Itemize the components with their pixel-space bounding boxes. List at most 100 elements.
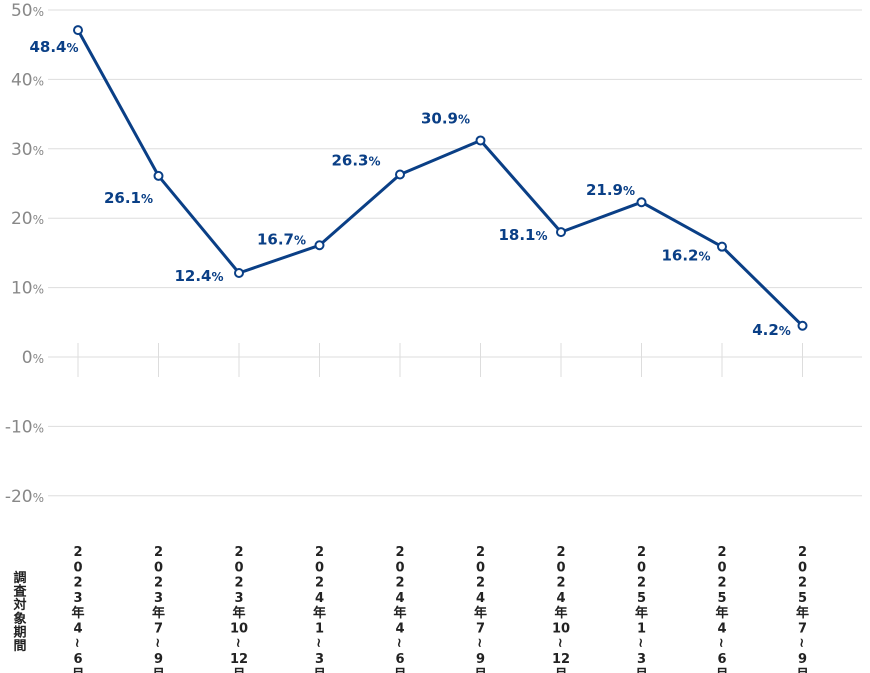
x-category-char: 年 [474, 605, 487, 621]
x-category-char: 4 [395, 622, 404, 637]
x-category-char: ~ [472, 637, 487, 648]
x-category-char: 年 [313, 605, 326, 621]
x-category-char: 2 [476, 545, 485, 560]
x-category-char: 6 [717, 652, 726, 667]
x-category-char: ~ [794, 637, 809, 648]
data-point [73, 25, 83, 36]
x-category-char: 9 [798, 652, 807, 667]
x-category-char: 6 [73, 652, 82, 667]
x-category-char: ~ [391, 637, 406, 648]
x-category-char: 年 [152, 605, 165, 621]
data-label: 30.9% [421, 109, 470, 127]
x-category-char: 0 [315, 560, 324, 575]
x-category-char: 0 [234, 560, 243, 575]
data-point [797, 320, 808, 331]
data-label: 16.7% [257, 230, 306, 248]
gridlines [48, 9, 862, 497]
x-category-char: 5 [717, 591, 726, 606]
x-category-char: ~ [311, 637, 326, 648]
x-category-char: 年 [232, 605, 245, 621]
x-category-char: 年 [554, 605, 567, 621]
x-category-char: 5 [637, 591, 646, 606]
x-category-char: 2 [717, 545, 726, 560]
data-label: 26.3% [331, 151, 380, 169]
x-category-char: 月 [634, 667, 648, 673]
x-axis-title-char: 期 [13, 625, 26, 640]
x-category-char: 0 [717, 560, 726, 575]
x-category-char: 2 [717, 576, 726, 591]
x-category-char: ~ [713, 637, 728, 648]
x-category-char: 月 [553, 667, 567, 673]
data-point [717, 241, 727, 252]
x-category-char: 2 [556, 545, 565, 560]
x-category-char: 0 [637, 560, 646, 575]
x-axis-title-char: 対 [12, 597, 26, 613]
x-axis-title-char: 調 [13, 570, 26, 586]
x-category-char: 2 [73, 576, 82, 591]
x-category-char: 12 [552, 652, 570, 667]
data-label: 21.9% [586, 181, 635, 199]
x-axis-title-char: 間 [13, 639, 26, 654]
x-category-char: 2 [234, 545, 243, 560]
data-point [234, 268, 244, 279]
y-tick-label: 0% [22, 348, 44, 368]
x-category-char: 2 [234, 576, 243, 591]
y-axis: 50% 40% 30% 20% 10% 0% -10% -20% [5, 1, 44, 507]
x-category-char: 2 [154, 576, 163, 591]
y-tick-label: 10% [11, 279, 44, 299]
x-category-char: 2 [395, 576, 404, 591]
x-category-char: 2 [154, 545, 163, 560]
x-category-char: 月 [70, 667, 84, 673]
x-category-char: 4 [476, 591, 485, 606]
x-category-char: 4 [717, 622, 726, 637]
x-category-char: 3 [315, 652, 324, 667]
x-category-char: 月 [151, 667, 165, 673]
x-category-char: 9 [154, 652, 163, 667]
x-category-char: 0 [556, 560, 565, 575]
x-category-char: 3 [234, 591, 243, 606]
x-category-char: ~ [69, 637, 84, 648]
x-axis-tick-marks [77, 343, 803, 377]
y-tick-label: -20% [5, 487, 44, 507]
series-line [76, 29, 804, 327]
x-category-char: 2 [73, 545, 82, 560]
data-point [314, 240, 325, 251]
x-axis-title-char: 査 [12, 584, 27, 600]
x-category-char: 2 [798, 545, 807, 560]
x-category-char: 月 [392, 667, 406, 673]
y-tick-label: 30% [11, 140, 44, 160]
x-category-char: 5 [798, 591, 807, 606]
data-label: 26.1% [104, 189, 153, 207]
x-axis-title-char: 象 [13, 611, 26, 627]
x-category-char: 0 [476, 560, 485, 575]
x-category-char: 2 [315, 545, 324, 560]
x-category-char: 月 [312, 667, 326, 673]
y-tick-label: 50% [11, 1, 44, 21]
data-point [153, 170, 164, 181]
x-category-char: ~ [633, 637, 648, 648]
x-axis-category-labels: 2023年4~6月2023年7~9月2023年10~12月2024年1~3月20… [69, 545, 809, 673]
x-category-char: 2 [556, 576, 565, 591]
x-category-char: 4 [556, 591, 565, 606]
x-category-char: 0 [395, 560, 404, 575]
x-category-char: 7 [798, 622, 807, 637]
data-point [636, 197, 647, 208]
x-category-char: 2 [637, 545, 646, 560]
x-category-char: 3 [637, 652, 646, 667]
x-category-char: 2 [476, 576, 485, 591]
data-label: 4.2% [752, 321, 791, 339]
x-category-char: 2 [315, 576, 324, 591]
x-category-char: 9 [476, 652, 485, 667]
x-category-char: 10 [552, 622, 570, 637]
x-category-char: 2 [395, 545, 404, 560]
x-category-char: 0 [798, 560, 807, 575]
